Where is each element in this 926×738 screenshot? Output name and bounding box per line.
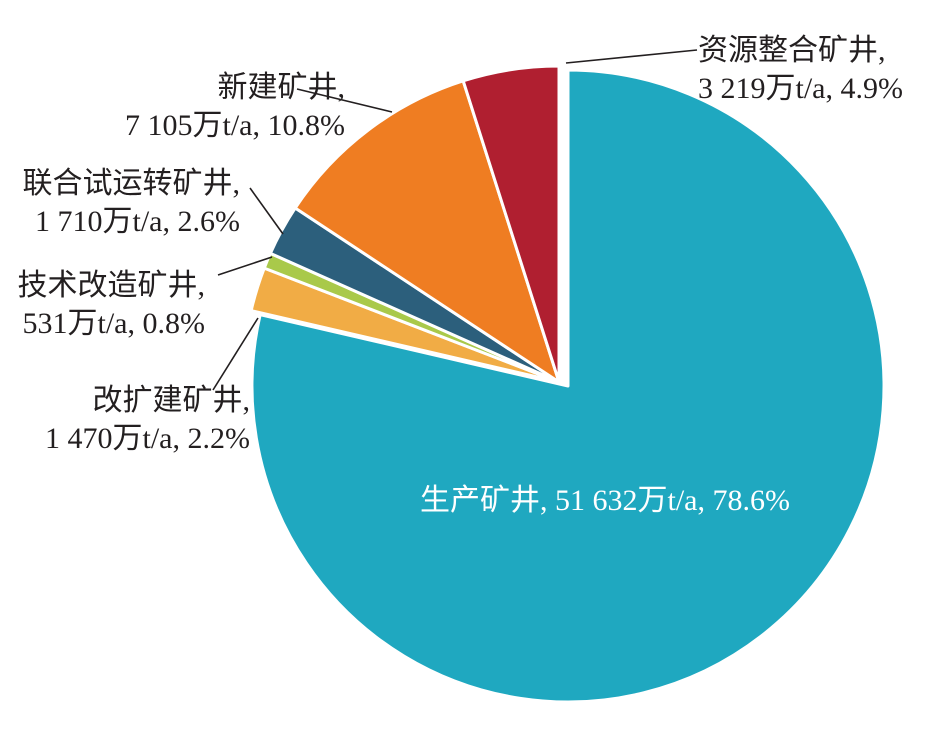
leader-line-5 bbox=[296, 88, 393, 113]
slice-label-value-3: 531万t/a, 0.8% bbox=[23, 307, 205, 340]
leader-line-6 bbox=[565, 49, 698, 64]
slice-label-value-2: 1 470万t/a, 2.2% bbox=[45, 422, 250, 455]
slice-label-value-6: 3 219万t/a, 4.9% bbox=[698, 72, 903, 105]
slice-label-name-6: 资源整合矿井, bbox=[698, 34, 886, 67]
leader-line-2 bbox=[212, 317, 259, 391]
slice-label-name-3: 技术改造矿井, bbox=[18, 269, 206, 302]
slice-label-name-4: 联合试运转矿井, bbox=[23, 167, 241, 200]
pie-slice-6 bbox=[461, 64, 561, 384]
slice-label-value-5: 7 105万t/a, 10.8% bbox=[125, 109, 345, 142]
leader-line-3 bbox=[217, 256, 273, 276]
pie-slice-1 bbox=[250, 68, 886, 704]
slice-label-name-5: 新建矿井, bbox=[218, 71, 346, 104]
leader-lines bbox=[212, 49, 698, 391]
leader-line-4 bbox=[249, 187, 284, 235]
slice-label-1: 生产矿井, 51 632万t/a, 78.6% bbox=[420, 484, 790, 517]
slice-labels: 生产矿井, 51 632万t/a, 78.6% 改扩建矿井, 1 470万t/a, … bbox=[18, 34, 903, 517]
slice-label-name-2: 改扩建矿井, bbox=[93, 384, 251, 417]
pie-slice-5 bbox=[293, 79, 561, 384]
pie-slices bbox=[249, 64, 886, 704]
slice-label-value-4: 1 710万t/a, 2.6% bbox=[35, 205, 240, 238]
